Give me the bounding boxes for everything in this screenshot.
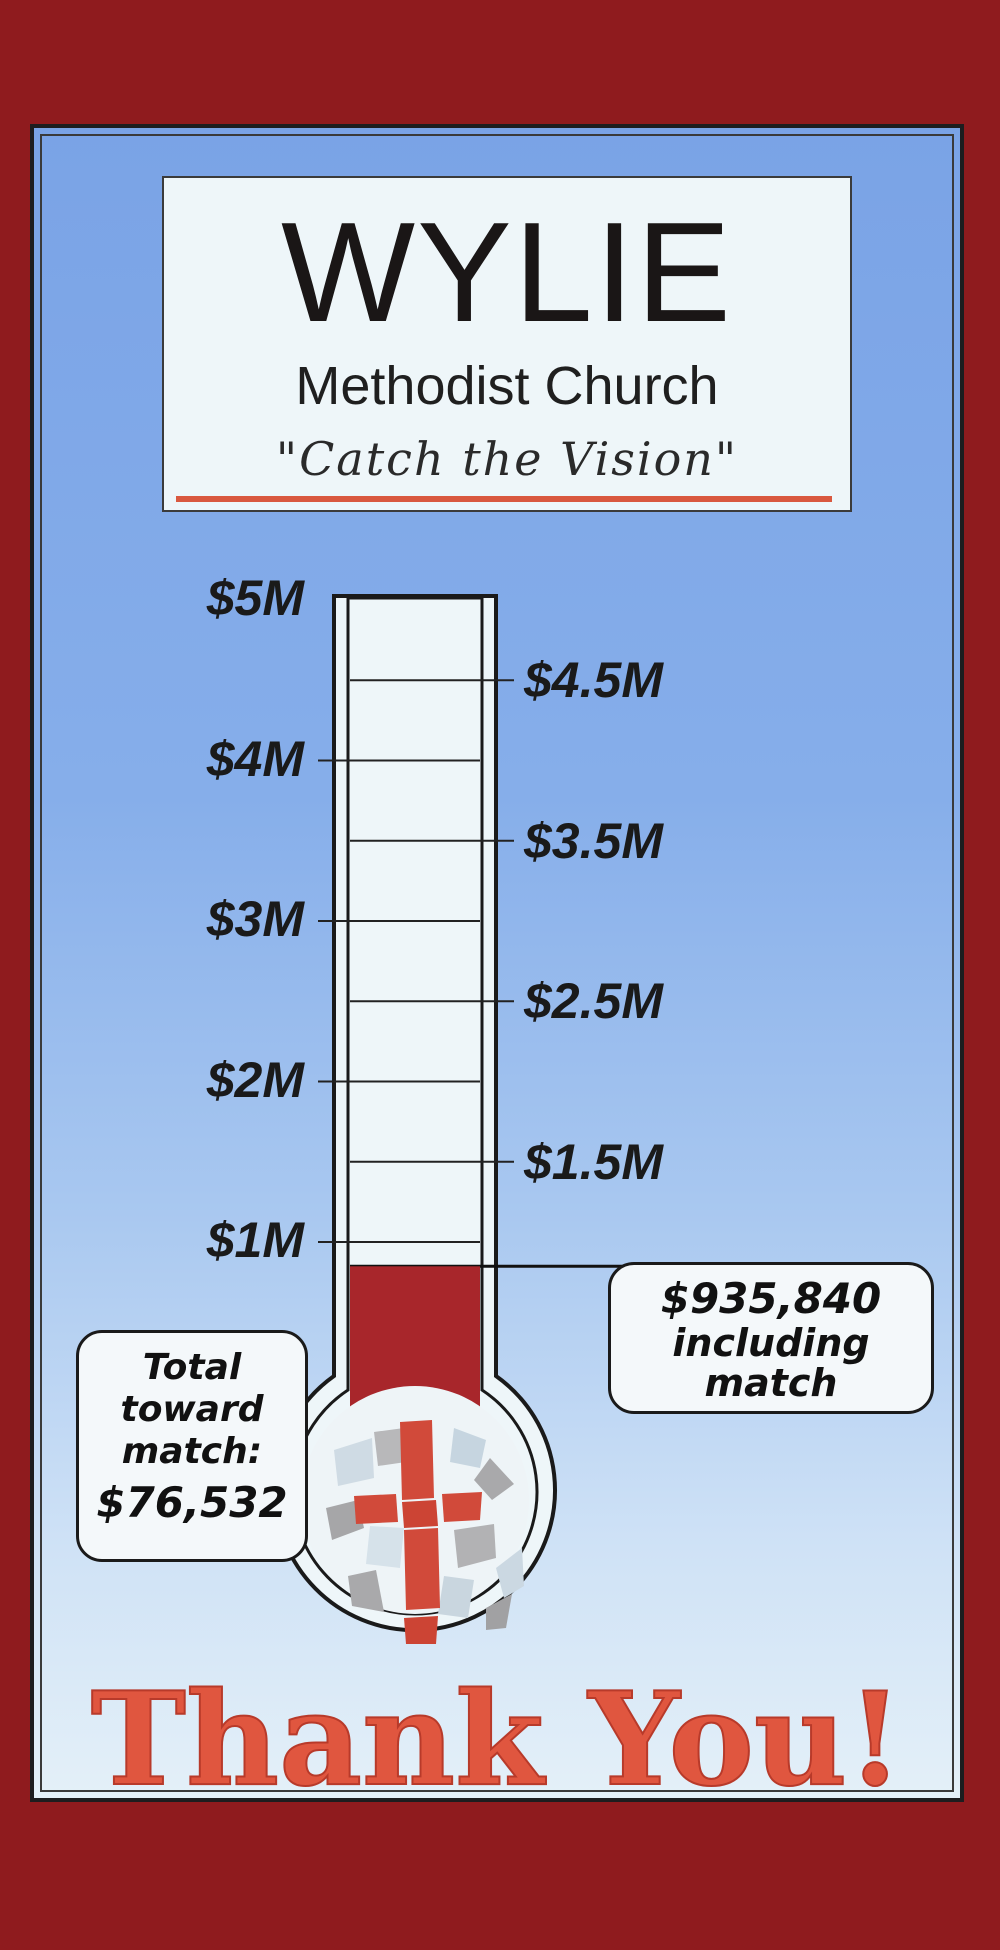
tick-label-left-3: $2M	[206, 1051, 304, 1108]
tick-label-left-1: $4M	[206, 730, 304, 787]
match-label-line2: toward	[120, 1389, 264, 1430]
tick-label-left-0: $5M	[206, 570, 304, 626]
poster: WYLIE Methodist Church "Catch the Vision…	[30, 124, 964, 1802]
total-raised-callout: $935,840 including match	[608, 1262, 934, 1414]
mosaic-cross-icon	[301, 1386, 529, 1644]
match-label-line1: Total	[142, 1347, 242, 1388]
tick-label-right-3: $1.5M	[524, 1133, 663, 1190]
tick-label-left-4: $1M	[206, 1212, 304, 1268]
thank-you-message: Thank You!	[90, 1665, 904, 1802]
tick-label-left-2: $3M	[206, 891, 304, 947]
tick-label-right-1: $3.5M	[524, 812, 663, 869]
header-box: WYLIE Methodist Church "Catch the Vision…	[162, 176, 852, 512]
total-raised-amount: $935,840	[660, 1274, 882, 1323]
fundraising-thermometer	[273, 594, 634, 1644]
total-raised-line1: including	[672, 1321, 870, 1365]
match-amount: $76,532	[96, 1478, 288, 1527]
church-name: WYLIE	[281, 193, 733, 352]
match-label-line3: match:	[121, 1431, 263, 1472]
match-total-callout: Total toward match: $76,532	[76, 1330, 308, 1562]
header-rule	[176, 496, 832, 502]
tick-label-right-0: $4.5M	[524, 652, 663, 709]
church-subtitle: Methodist Church	[295, 356, 719, 416]
raised-fill-bar	[350, 1266, 480, 1378]
poster-inner-border	[40, 134, 954, 1792]
campaign-tagline: "Catch the Vision"	[275, 432, 739, 486]
tick-label-right-2: $2.5M	[524, 973, 663, 1030]
total-raised-line2: match	[704, 1361, 838, 1405]
